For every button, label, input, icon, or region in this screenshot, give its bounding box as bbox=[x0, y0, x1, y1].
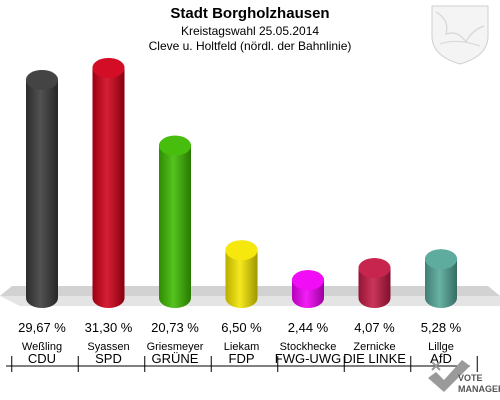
bar-gr-ne bbox=[159, 135, 191, 308]
chart-subtitle-date: Kreistagswahl 25.05.2014 bbox=[181, 24, 319, 38]
votemanager-logo: VOTE MANAGER bbox=[428, 360, 500, 394]
candidate-label-die-linke: Zernicke bbox=[353, 341, 395, 353]
bar-top-afd bbox=[425, 249, 457, 270]
value-label-fdp: 6,50 % bbox=[221, 320, 262, 335]
value-labels-group: 29,67 % 31,30 % 20,73 % 6,50 % 2,44 % 4,07 % 5… bbox=[18, 320, 462, 335]
party-label-cdu: CDU bbox=[28, 351, 56, 366]
bar-top-fdp bbox=[225, 240, 258, 261]
party-label-spd: SPD bbox=[95, 351, 122, 366]
candidate-label-gr-ne: Griesmeyer bbox=[147, 341, 204, 353]
candidate-label-fwg-uwg: Stockhecke bbox=[280, 341, 337, 353]
value-label-gr-ne: 20,73 % bbox=[151, 320, 199, 335]
logo-text-manager: MANAGER bbox=[458, 384, 500, 394]
coat-of-arms-icon bbox=[431, 5, 489, 65]
value-label-cdu: 29,67 % bbox=[18, 320, 66, 335]
bar-top-gr-ne bbox=[159, 135, 191, 156]
candidate-label-cdu: Weßling bbox=[22, 341, 62, 353]
bar-top-die-linke bbox=[358, 258, 391, 279]
bar-top-cdu bbox=[26, 69, 58, 90]
checkmark-icon bbox=[428, 360, 470, 392]
value-label-die-linke: 4,07 % bbox=[354, 320, 395, 335]
party-label-afd: AfD bbox=[430, 351, 452, 366]
candidate-label-afd: Lillge bbox=[428, 341, 454, 353]
chart-subtitle-district: Cleve u. Holtfeld (nördl. der Bahnlinie) bbox=[149, 39, 352, 53]
bar-top-spd bbox=[92, 58, 125, 78]
candidate-label-spd: Syassen bbox=[87, 341, 129, 353]
candidate-labels-group: Weßling Syassen Griesmeyer Liekam Stockhecke… bbox=[22, 341, 454, 353]
chart-title: Stadt Borgholzhausen bbox=[170, 5, 329, 22]
bar-cdu bbox=[26, 69, 58, 309]
party-label-fdp: FDP bbox=[229, 351, 255, 366]
value-label-fwg-uwg: 2,44 % bbox=[288, 320, 329, 335]
party-label-fwg-uwg: FWG-UWG bbox=[275, 351, 341, 366]
logo-text-vote: VOTE bbox=[458, 373, 483, 383]
party-label-die-linke: DIE LINKE bbox=[343, 351, 406, 366]
bar-top-fwg-uwg bbox=[292, 270, 324, 291]
party-label-gr-ne: GRÜNE bbox=[152, 351, 199, 366]
party-labels-group: CDU SPD GRÜNE FDP FWG-UWG DIE LINKE AfD bbox=[11, 351, 478, 372]
value-label-afd: 5,28 % bbox=[421, 320, 462, 335]
value-label-spd: 31,30 % bbox=[85, 320, 133, 335]
bar-spd bbox=[92, 58, 125, 308]
candidate-label-fdp: Liekam bbox=[224, 341, 259, 353]
bars-group bbox=[26, 58, 457, 309]
